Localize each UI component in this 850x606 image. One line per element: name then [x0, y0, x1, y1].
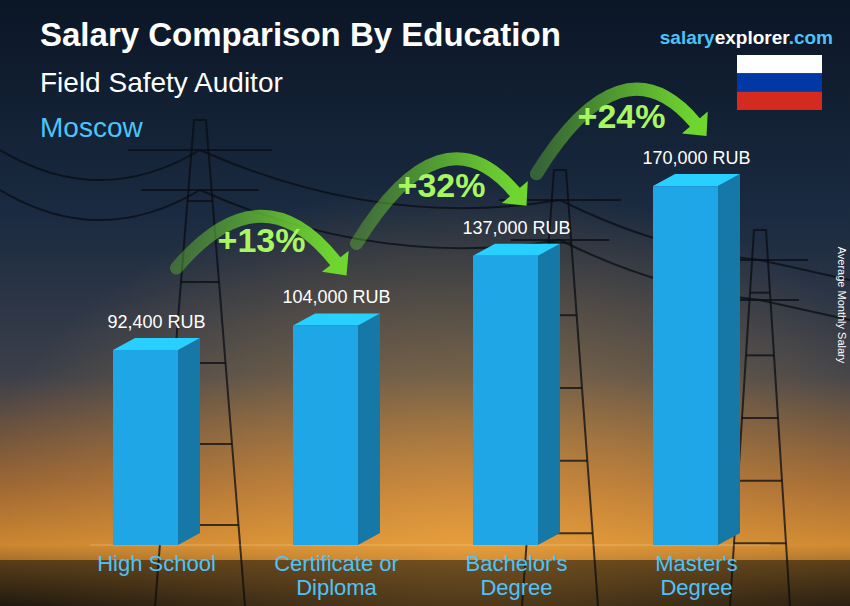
change-label: +32% — [398, 166, 486, 204]
category-label-line: Certificate or — [274, 551, 399, 576]
pylon-strut — [734, 542, 786, 544]
change-label: +13% — [218, 221, 306, 259]
bar — [293, 325, 358, 545]
category-label-line: Bachelor's — [465, 551, 567, 576]
arrow-body — [357, 159, 515, 244]
category-label: Bachelor'sDegree — [465, 551, 567, 600]
y-axis-label: Average Monthly Salary — [836, 247, 848, 364]
category-label-line: Diploma — [296, 575, 377, 600]
data-label: 92,400 RUB — [107, 312, 205, 332]
chart: 92,400 RUB 104,000 RUB 137,000 RUB 170,000 … — [0, 0, 850, 606]
bar-top — [653, 174, 740, 186]
background — [0, 0, 850, 606]
flag-blue — [737, 73, 822, 91]
source: salaryexplorer.com — [660, 27, 833, 48]
arrow-head — [682, 111, 708, 136]
bar-side — [358, 313, 380, 545]
pylon-strut — [738, 480, 782, 482]
pylons — [0, 120, 850, 606]
pylon-strut — [750, 292, 770, 294]
arrow-body — [537, 89, 695, 174]
data-label: 170,000 RUB — [642, 148, 750, 168]
bar — [653, 186, 718, 545]
change-arrow — [537, 89, 708, 174]
flag-red — [737, 92, 822, 110]
data-label: 104,000 RUB — [282, 287, 390, 307]
pylon-strut — [188, 200, 213, 202]
arrow-body — [177, 216, 336, 268]
source-part: .com — [789, 27, 833, 48]
data-label: 137,000 RUB — [462, 218, 570, 238]
flag-white — [737, 55, 822, 73]
flag — [737, 55, 822, 110]
location: Moscow — [40, 112, 143, 143]
pylon-strut — [746, 354, 774, 356]
category-label: Certificate orDiploma — [274, 551, 399, 600]
bar-top — [113, 338, 200, 350]
category-label-line: Degree — [480, 575, 552, 600]
title: Salary Comparison By Education — [40, 16, 561, 53]
chart-container: 92,400 RUB 104,000 RUB 137,000 RUB 170,000 … — [0, 0, 850, 606]
subtitle: Field Safety Auditor — [40, 67, 283, 98]
bars — [113, 174, 740, 545]
category-label-line: Master's — [655, 551, 737, 576]
source-part: salary — [660, 27, 715, 48]
source-part: explorer — [715, 27, 791, 48]
bar-top — [293, 313, 380, 325]
pylon-strut — [742, 417, 778, 419]
bar-side — [718, 174, 740, 545]
background-glow — [0, 0, 850, 606]
category-label: High School — [97, 551, 216, 576]
change-arrow — [177, 216, 349, 275]
category-label: Master'sDegree — [655, 551, 737, 600]
arrow-head — [322, 251, 349, 276]
bar — [113, 350, 178, 545]
arrow-head — [502, 181, 528, 206]
change-label: +24% — [578, 97, 666, 135]
category-label-line: High School — [97, 551, 216, 576]
bar-side — [178, 338, 200, 545]
category-label-line: Degree — [660, 575, 732, 600]
page: {"chart_data": {"type": "bar", "title": … — [0, 0, 850, 606]
bar — [473, 256, 538, 545]
change-arrow — [357, 159, 528, 244]
pylon-strut — [181, 281, 219, 283]
bar-top — [473, 244, 560, 256]
bar-side — [538, 244, 560, 545]
